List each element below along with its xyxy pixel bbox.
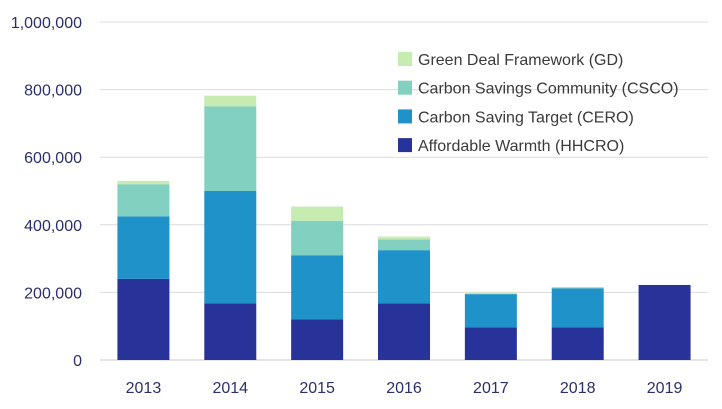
- x-tick-label: 2016: [386, 380, 422, 397]
- bar-2018-series-2: [551, 287, 604, 289]
- bar-2015-series-3: [291, 206, 344, 221]
- bar-2018-series-1: [551, 288, 604, 328]
- x-tick-label: 2013: [126, 380, 162, 397]
- bar-2013-series-2: [117, 184, 170, 217]
- y-tick-label: 0: [73, 353, 82, 370]
- bar-2017-series-1: [464, 294, 517, 328]
- bars: [117, 95, 691, 360]
- x-tick-label: 2014: [212, 380, 248, 397]
- bar-2013-series-1: [117, 216, 170, 279]
- bar-2016-series-3: [378, 236, 430, 240]
- legend-label: Green Deal Framework (GD): [418, 52, 623, 69]
- y-tick-label: 400,000: [24, 218, 82, 235]
- y-tick-label: 1,000,000: [11, 15, 82, 32]
- bar-2014-series-3: [204, 95, 257, 107]
- bar-2016-series-2: [378, 239, 430, 251]
- bar-2018-series-0: [551, 327, 604, 360]
- bar-2015-series-2: [291, 220, 344, 256]
- bar-2015-series-0: [291, 319, 344, 360]
- bar-2014-series-0: [204, 303, 257, 360]
- bar-2015-series-1: [291, 255, 344, 320]
- bar-2014-series-2: [204, 106, 257, 191]
- bar-2019-series-0: [638, 284, 691, 360]
- legend-swatch: [398, 138, 412, 153]
- y-axis-tick-labels: 0 200,000 400,000 600,000 800,000 1,000,000: [11, 15, 82, 370]
- bar-2017-series-0: [464, 327, 517, 360]
- bar-2013-series-3: [117, 180, 170, 185]
- x-tick-label: 2017: [473, 380, 509, 397]
- legend-label: Carbon Saving Target (CERO): [418, 109, 634, 126]
- bar-2016-series-0: [378, 303, 430, 360]
- bar-2014-series-1: [204, 191, 257, 304]
- x-axis-tick-labels: 2013 2014 2015 2016 2017 2018 2019: [126, 380, 683, 397]
- x-tick-label: 2018: [560, 380, 596, 397]
- legend-swatch: [398, 80, 412, 95]
- y-tick-label: 200,000: [24, 285, 82, 302]
- y-tick-label: 600,000: [24, 150, 82, 167]
- x-tick-label: 2015: [299, 380, 335, 397]
- bar-2017-series-3: [464, 292, 517, 295]
- x-tick-label: 2019: [647, 380, 683, 397]
- legend-label: Affordable Warmth (HHCRO): [418, 138, 624, 155]
- y-tick-label: 800,000: [24, 83, 82, 100]
- legend-swatch: [398, 52, 412, 66]
- bar-2016-series-1: [378, 250, 430, 304]
- legend-label: Carbon Savings Community (CSCO): [418, 81, 679, 98]
- legend: Green Deal Framework (GD) Carbon Savings …: [398, 52, 679, 155]
- bar-2013-series-0: [117, 278, 170, 360]
- legend-swatch: [398, 109, 412, 124]
